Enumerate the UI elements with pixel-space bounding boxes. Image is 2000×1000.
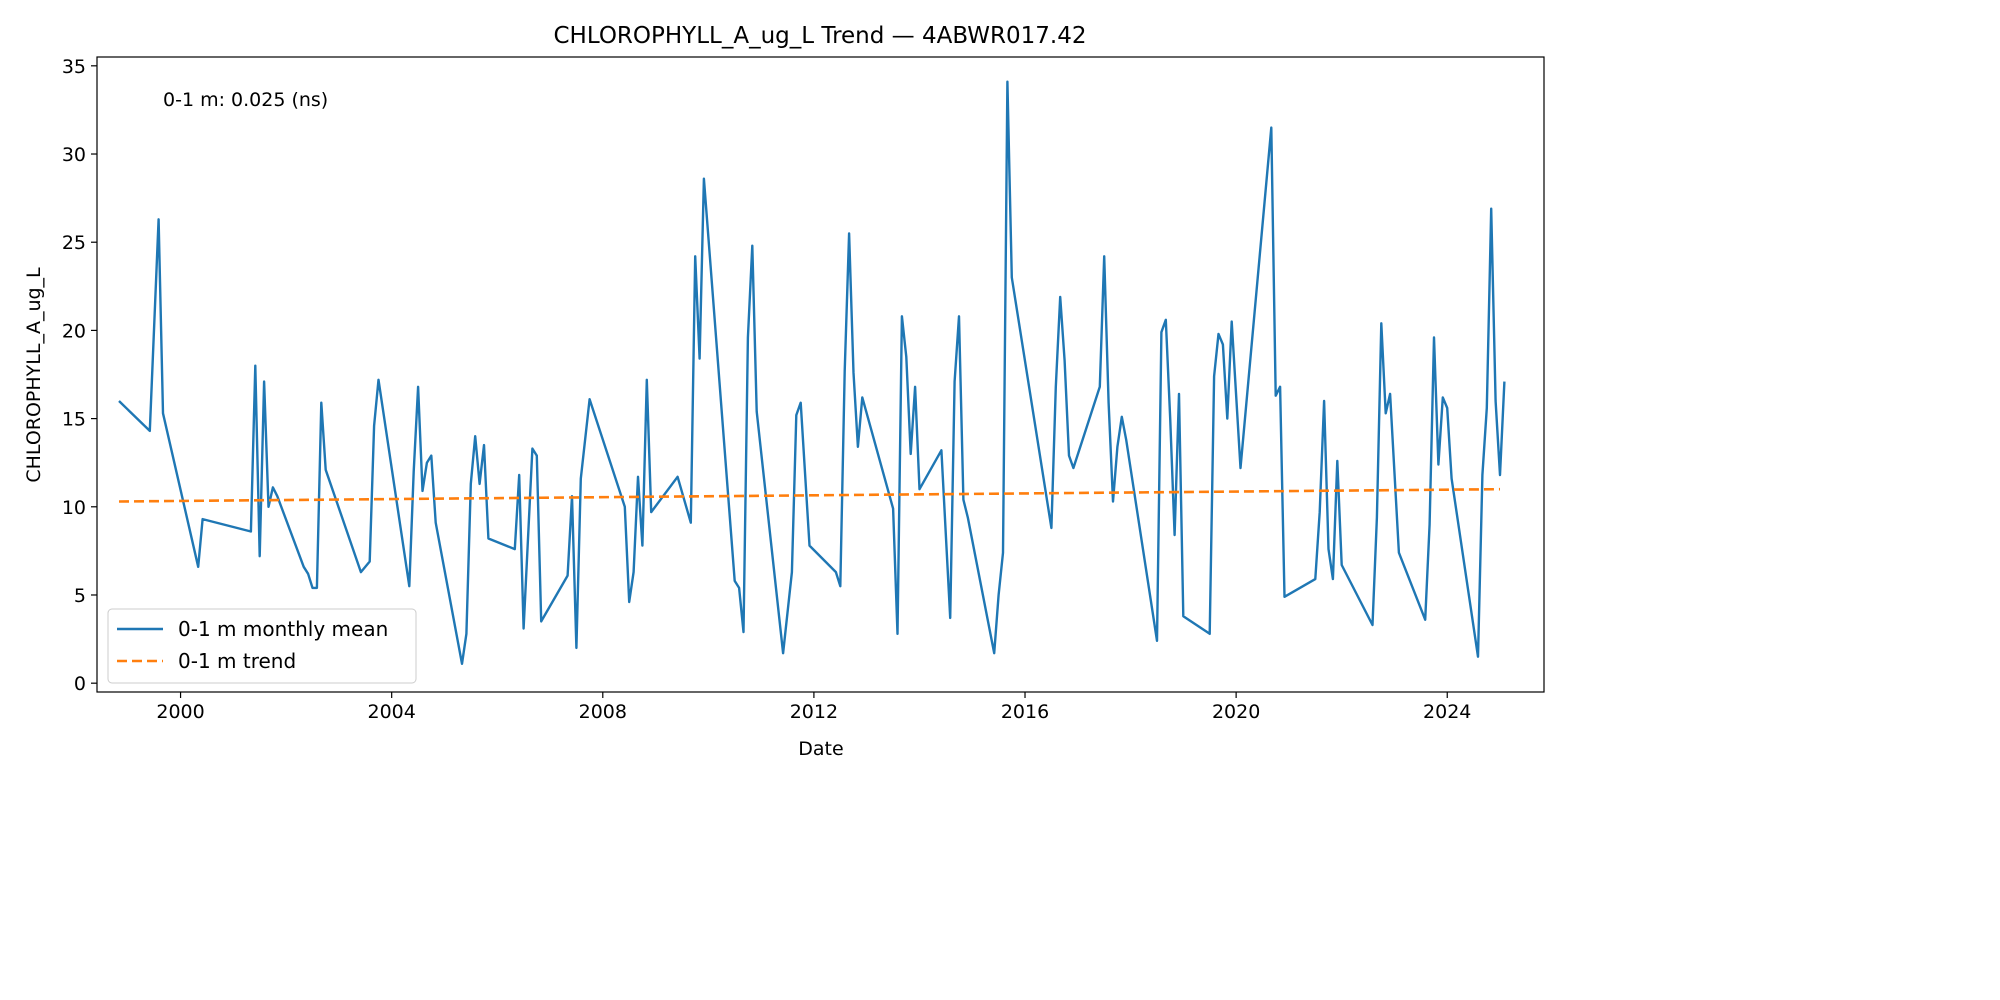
y-tick-label: 15 [62,409,86,431]
y-tick-label: 5 [74,585,86,607]
x-tick-label: 2024 [1423,701,1471,723]
plot-area [118,80,1506,665]
legend-label-0: 0-1 m monthly mean [178,617,388,641]
x-tick-label: 2016 [1001,701,1049,723]
plot-frame [96,56,1545,693]
x-tick-label: 2020 [1212,701,1260,723]
x-tick-label: 2008 [579,701,627,723]
axes: 2000 2004 2008 2012 2016 2020 2024 0 5 10 15 20 25 30… [62,56,1545,723]
y-axis-title: CHLOROPHYLL_A_ug_L [23,267,45,483]
series-line-1 [118,487,1501,503]
legend: 0-1 m monthly mean 0-1 m trend [107,608,417,684]
y-tick-label: 10 [62,497,86,519]
x-axis-title: Date [798,738,843,760]
x-tick-label: 2000 [156,701,204,723]
y-tick-label: 25 [62,232,86,254]
y-tick-label: 30 [62,144,86,166]
x-tick-label: 2012 [790,701,838,723]
chart: CHLOROPHYLL_A_ug_L Trend — 4ABWR017.42 2… [23,23,1545,760]
legend-label-1: 0-1 m trend [178,649,296,673]
y-tick-label: 0 [74,673,86,695]
legend-box [107,608,417,684]
y-tick-label: 35 [62,56,86,78]
y-tick-label: 20 [62,320,86,342]
series-line-0 [118,80,1506,665]
x-tick-label: 2004 [367,701,415,723]
trend-annotation: 0-1 m: 0.025 (ns) [163,89,328,111]
chart-title: CHLOROPHYLL_A_ug_L Trend — 4ABWR017.42 [553,23,1086,49]
